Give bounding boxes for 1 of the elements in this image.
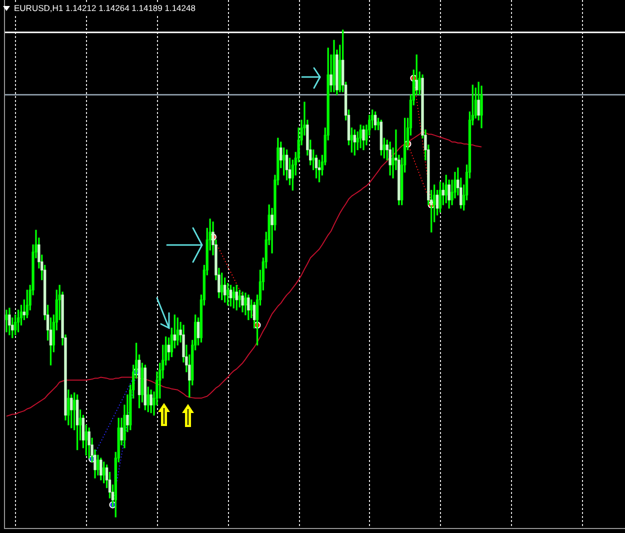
- chart-title: EURUSD,H1 1.14212 1.14264 1.14189 1.14248: [13, 3, 196, 14]
